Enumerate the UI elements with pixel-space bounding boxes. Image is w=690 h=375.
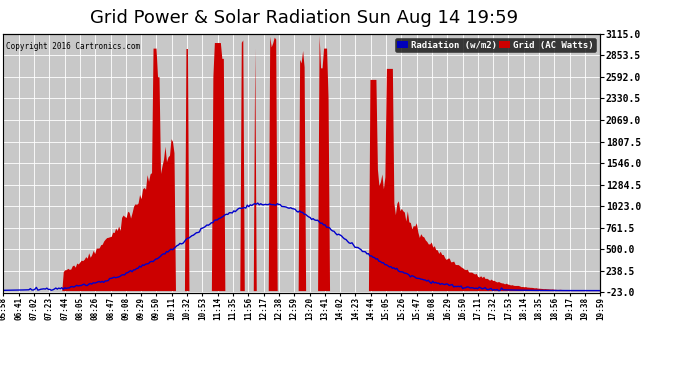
Legend: Radiation (w/m2), Grid (AC Watts): Radiation (w/m2), Grid (AC Watts) bbox=[395, 38, 595, 52]
Text: Grid Power & Solar Radiation Sun Aug 14 19:59: Grid Power & Solar Radiation Sun Aug 14 … bbox=[90, 9, 518, 27]
Text: Copyright 2016 Cartronics.com: Copyright 2016 Cartronics.com bbox=[6, 42, 141, 51]
